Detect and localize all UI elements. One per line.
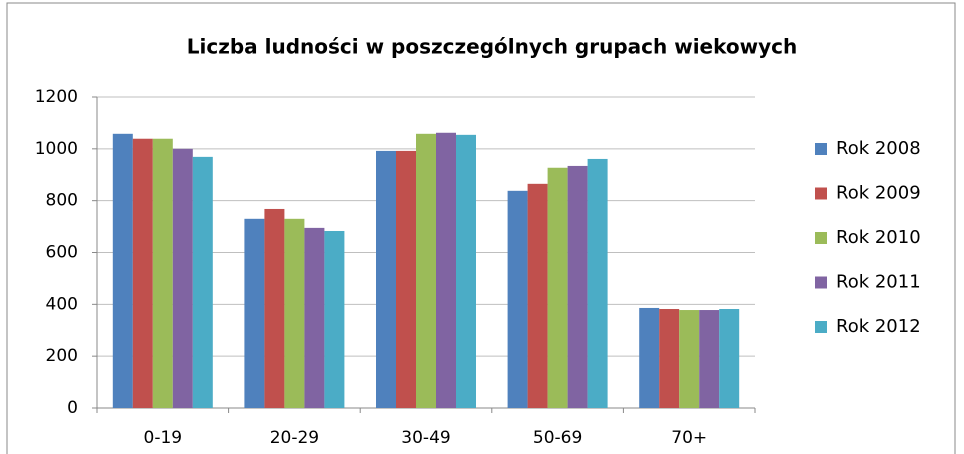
legend-swatch xyxy=(815,187,827,200)
legend-swatch xyxy=(815,276,827,289)
bar xyxy=(192,156,213,408)
chart-title: Liczba ludności w poszczególnych grupach… xyxy=(187,35,797,59)
bar xyxy=(304,227,325,408)
bar xyxy=(639,307,660,408)
bar xyxy=(527,183,548,408)
bar xyxy=(132,138,153,408)
y-tick-label: 0 xyxy=(67,398,78,418)
bar xyxy=(659,308,680,408)
bar xyxy=(284,218,305,408)
legend-label: Rok 2009 xyxy=(836,183,921,204)
bar xyxy=(172,148,193,409)
legend-label: Rok 2010 xyxy=(836,227,921,248)
y-tick-label: 600 xyxy=(46,243,78,263)
bar xyxy=(679,310,700,408)
y-tick-label: 1200 xyxy=(35,87,78,107)
bar xyxy=(324,230,345,408)
legend-swatch xyxy=(815,143,827,155)
bar xyxy=(416,133,436,408)
x-tick-label: 30-49 xyxy=(401,428,450,448)
legend-label: Rok 2008 xyxy=(836,138,921,159)
y-tick-label: 400 xyxy=(46,294,78,314)
y-tick-label: 800 xyxy=(46,191,78,211)
x-tick-label: 70+ xyxy=(671,428,707,448)
y-tick-label: 1000 xyxy=(35,139,78,159)
bar xyxy=(587,158,608,408)
legend-label: Rok 2011 xyxy=(836,272,921,293)
x-tick-label: 20-29 xyxy=(270,428,319,448)
bar xyxy=(507,190,528,408)
x-tick-label: 50-69 xyxy=(533,428,582,448)
bar xyxy=(567,165,588,408)
bar xyxy=(112,133,133,408)
bar xyxy=(376,150,396,408)
bar xyxy=(152,138,173,408)
legend-label: Rok 2012 xyxy=(836,316,921,337)
bar xyxy=(244,218,265,408)
bar xyxy=(456,134,476,409)
bar xyxy=(264,208,285,408)
y-tick-label: 200 xyxy=(46,346,78,366)
bar xyxy=(547,167,568,408)
x-tick-label: 0-19 xyxy=(144,428,183,448)
bar xyxy=(396,150,416,408)
bar xyxy=(436,132,456,408)
legend-swatch xyxy=(815,232,827,244)
legend-swatch xyxy=(815,321,827,333)
bar xyxy=(719,308,740,408)
bar xyxy=(699,310,720,408)
